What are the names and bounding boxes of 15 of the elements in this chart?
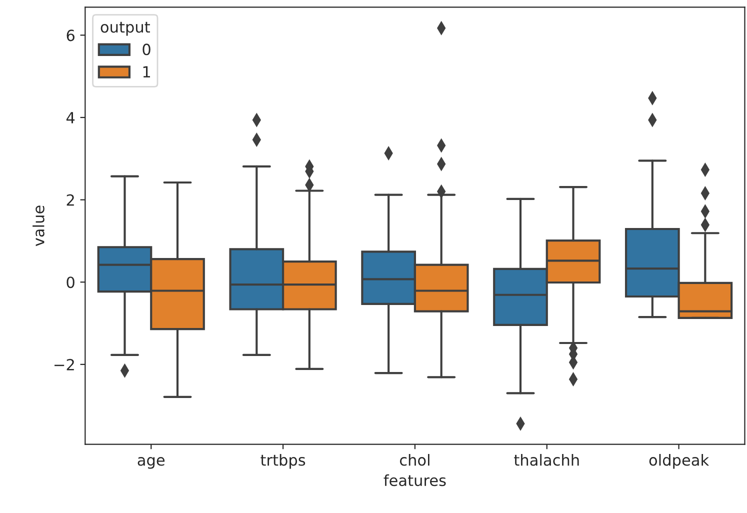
y-axis-title: value xyxy=(32,206,44,246)
y-tick-label: 4 xyxy=(66,112,75,124)
x-tick-label: oldpeak xyxy=(649,454,710,469)
x-tick-label: trtbps xyxy=(260,454,306,469)
y-tick-label: 2 xyxy=(66,194,74,206)
legend-label: 0 xyxy=(142,44,150,56)
x-tick-label: thalachh xyxy=(514,454,579,466)
x-axis-title: features xyxy=(384,474,446,486)
x-tick-label: age xyxy=(138,457,165,469)
x-tick-label: chol xyxy=(400,454,430,466)
y-tick-label: 6 xyxy=(66,30,74,42)
legend-label: 1 xyxy=(143,66,150,78)
legend-title: output xyxy=(100,22,150,36)
y-tick-label: 0 xyxy=(66,276,74,288)
y-tick-label: −2 xyxy=(54,358,74,370)
